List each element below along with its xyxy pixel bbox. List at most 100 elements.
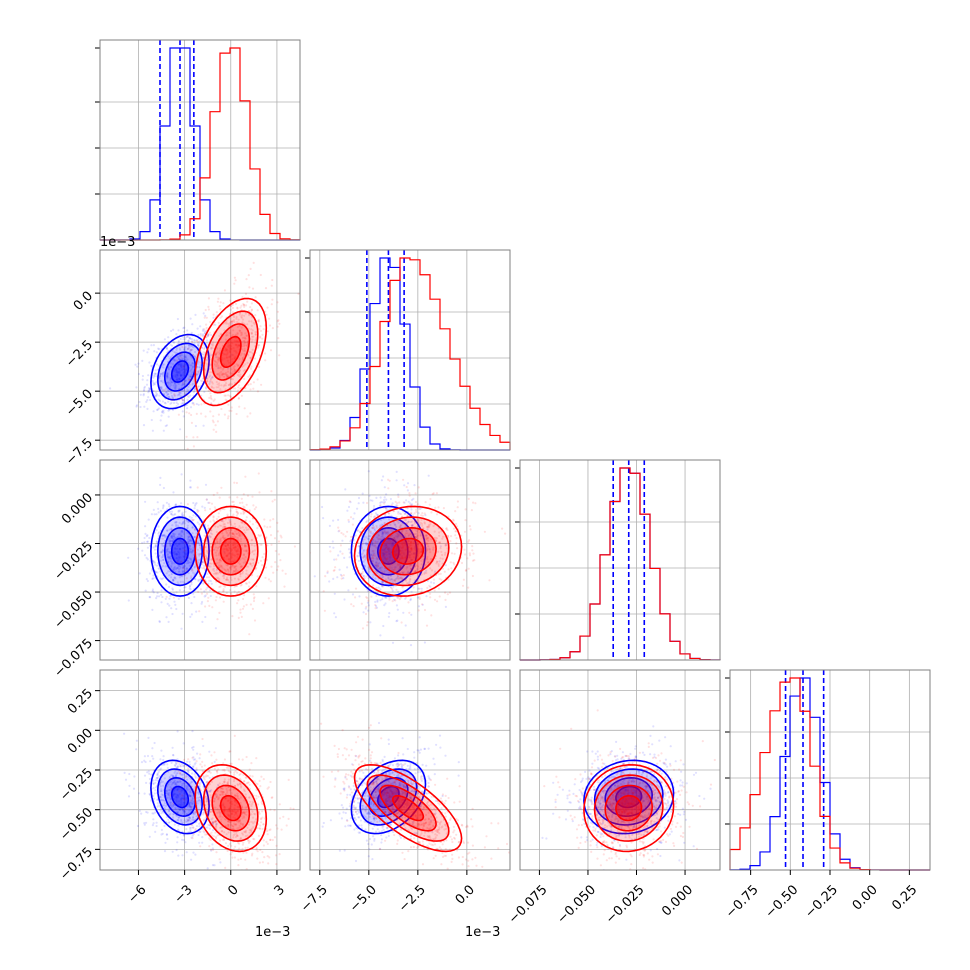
scatter-point (165, 424, 169, 427)
scatter-point (220, 315, 224, 318)
scatter-point (177, 357, 181, 360)
scatter-point (229, 308, 232, 311)
scatter-point (143, 385, 146, 388)
scatter-point (191, 345, 194, 348)
scatter-point (166, 373, 169, 376)
scatter-point (179, 540, 183, 543)
scatter-point (361, 572, 364, 575)
scatter-point (226, 549, 229, 552)
scatter-point (177, 362, 181, 366)
scatter-point (175, 371, 178, 374)
scatter-point (339, 550, 342, 553)
scatter-point (190, 561, 193, 565)
scatter-point (143, 386, 146, 390)
scatter-point (424, 501, 427, 504)
scatter-point (444, 564, 447, 567)
scatter-point (164, 536, 167, 539)
scatter-point (254, 296, 257, 299)
scatter-point (135, 748, 138, 751)
scatter-point (170, 365, 173, 368)
scatter-point (172, 401, 176, 405)
scatter-point (390, 543, 393, 546)
scatter-point (409, 574, 412, 578)
scatter-point (221, 536, 224, 539)
scatter-point (170, 566, 173, 569)
scatter-point (154, 779, 157, 782)
scatter-point (239, 532, 242, 536)
scatter-point (150, 773, 153, 776)
scatter-point (239, 387, 242, 390)
scatter-point (197, 370, 201, 373)
scatter-point (243, 314, 246, 317)
scatter-point (226, 532, 229, 535)
scatter-point (250, 564, 254, 567)
scatter-point (167, 400, 170, 403)
scatter-point (177, 370, 180, 373)
scatter-point (191, 532, 194, 535)
scatter-point (143, 405, 146, 408)
scatter-point (190, 331, 193, 334)
scatter-point (190, 369, 193, 372)
scatter-point (182, 365, 186, 368)
scatter-point (133, 775, 136, 778)
scatter-point (368, 570, 371, 573)
scatter-point (241, 526, 244, 529)
scatter-point (197, 343, 200, 346)
scatter-point (409, 520, 412, 524)
scatter-point (226, 568, 229, 571)
scatter-point (232, 532, 235, 535)
scatter-point (216, 300, 219, 303)
scatter-point (159, 483, 162, 486)
scatter-point (187, 395, 190, 399)
scatter-point (438, 560, 441, 563)
scatter-point (235, 315, 238, 319)
scatter-point (160, 589, 163, 592)
scatter-point (168, 537, 171, 541)
scatter-point (230, 348, 233, 351)
scatter-point (236, 373, 239, 376)
scatter-point (391, 527, 394, 530)
scatter-point (375, 561, 378, 564)
scatter-point (396, 574, 399, 578)
scatter-point (233, 381, 236, 384)
scatter-point (432, 582, 435, 585)
scatter-point (192, 514, 195, 517)
scatter-point (242, 304, 246, 307)
scatter-point (237, 340, 240, 343)
scatter-point (191, 569, 194, 572)
scatter-point (152, 381, 155, 384)
scatter-point (196, 561, 200, 564)
scatter-point (191, 526, 194, 529)
scatter-point (155, 821, 158, 824)
scatter-point (182, 327, 185, 330)
scatter-point (234, 570, 237, 573)
scatter-point (409, 502, 412, 505)
scatter-point (471, 545, 474, 548)
scatter-point (464, 569, 467, 572)
scatter-point (174, 567, 177, 571)
scatter-point (237, 386, 240, 389)
scatter-point (406, 507, 409, 510)
scatter-point (273, 498, 276, 501)
scatter-point (191, 746, 194, 749)
panel-frame (519, 459, 721, 661)
scatter-point (233, 282, 236, 285)
scatter-points-red (163, 261, 300, 450)
scatter-point (172, 384, 175, 387)
scatter-point (264, 352, 267, 355)
scatter-point (171, 408, 175, 412)
scatter-point (371, 559, 374, 563)
scatter-point (248, 581, 251, 584)
scatter-point (187, 572, 190, 575)
scatter-point (385, 498, 388, 501)
scatter-point (386, 532, 389, 535)
scatter-point (214, 323, 217, 326)
scatter-point (388, 512, 391, 515)
scatter-point (233, 569, 236, 573)
scatter-point (373, 544, 376, 547)
scatter-point (239, 354, 242, 357)
contour-blue (170, 537, 190, 565)
scatter-point (172, 569, 175, 572)
scatter-point (183, 555, 186, 559)
scatter-point (157, 532, 160, 535)
